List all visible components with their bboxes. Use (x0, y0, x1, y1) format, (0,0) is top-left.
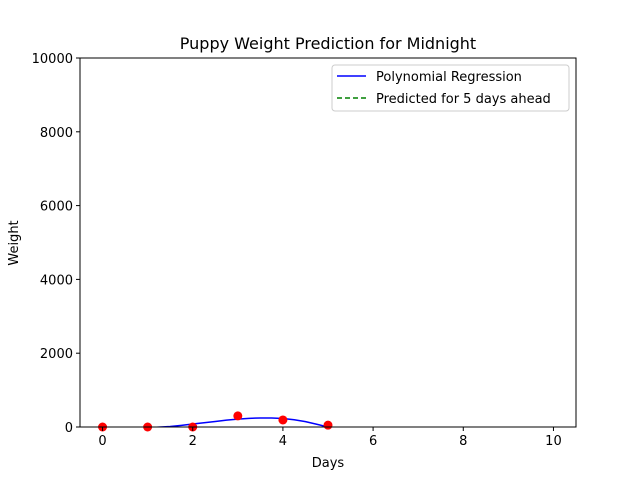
data-point (233, 411, 243, 421)
y-tick-label: 6000 (40, 200, 73, 215)
legend-label-1: Predicted for 5 days ahead (376, 92, 551, 107)
plot-area (79, 57, 577, 432)
chart-title: Puppy Weight Prediction for Midnight (180, 34, 476, 53)
legend-box (331, 64, 570, 112)
legend-label-0: Polynomial Regression (376, 70, 522, 85)
y-tick-label: 2000 (40, 347, 73, 362)
y-tick-label: 8000 (40, 126, 73, 141)
y-tick-label: 0 (65, 421, 73, 436)
x-tick-label: 10 (545, 434, 562, 449)
x-tick-label: 0 (98, 434, 106, 449)
x-axis: 0 2 4 6 8 10 (98, 427, 562, 449)
y-axis: 0 2000 4000 6000 8000 10000 (32, 52, 80, 436)
plot-frame (79, 57, 577, 428)
y-tick-label: 4000 (40, 273, 73, 288)
legend: Polynomial Regression Predicted for 5 day… (331, 64, 570, 112)
x-tick-label: 2 (189, 434, 197, 449)
data-point (323, 420, 333, 430)
data-point (278, 415, 288, 425)
x-tick-label: 6 (369, 434, 377, 449)
x-axis-label: Days (312, 456, 345, 471)
y-tick-label: 10000 (32, 52, 73, 67)
x-tick-label: 8 (459, 434, 467, 449)
y-axis-label: Weight (7, 220, 22, 265)
x-tick-label: 4 (279, 434, 287, 449)
